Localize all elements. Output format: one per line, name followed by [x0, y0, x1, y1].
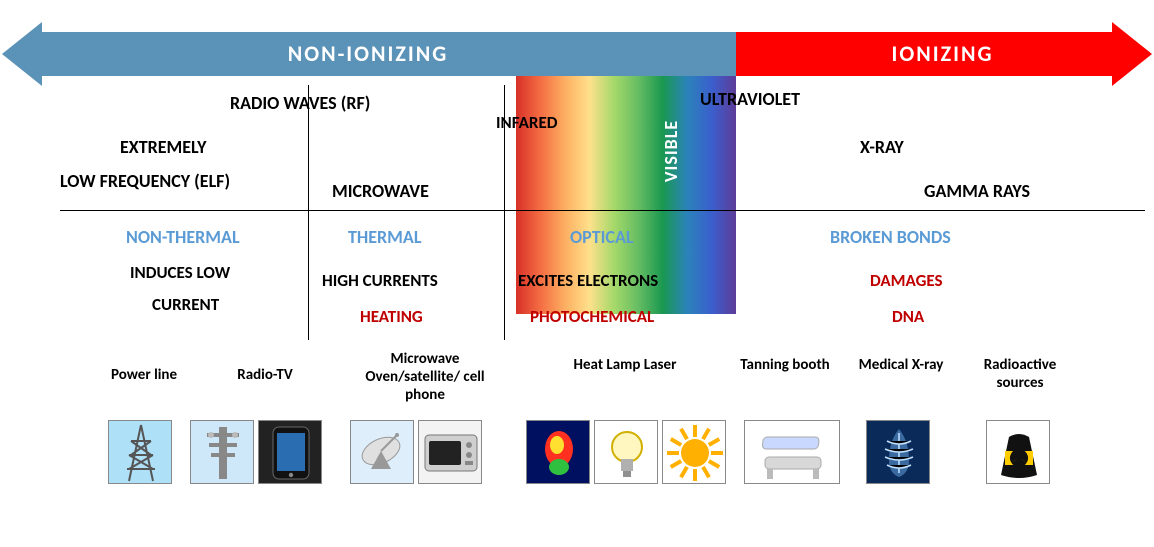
source-label-tanning: Tanning booth: [740, 356, 830, 374]
source-label-microwave: Microwave Oven/satellite/ cell phone: [360, 350, 490, 404]
label-excites: EXCITES ELECTRONS: [518, 270, 658, 291]
thumb-radio-tv-tower: [190, 420, 254, 484]
label-induces: INDUCES LOW: [130, 262, 230, 283]
thumb-radio-tv-phone: [258, 420, 322, 484]
label-damages: DAMAGES: [870, 270, 943, 291]
thumb-power-line-pylon: [108, 420, 172, 484]
thumb-radioactive-radiation: [986, 420, 1050, 484]
visible-label: VISIBLE: [660, 120, 682, 182]
thumb-heat-lamp-bulb: [594, 420, 658, 484]
source-label-radio-tv: Radio-TV: [220, 366, 310, 384]
label-xray: X-RAY: [860, 136, 904, 158]
source-label-xray-src: Medical X-ray: [856, 356, 946, 374]
label-ultraviolet: ULTRAVIOLET: [700, 88, 800, 110]
em-spectrum-diagram: NON-IONIZING IONIZING VISIBLE RADIO WAVE…: [0, 0, 1154, 547]
thumb-microwave-dish: [350, 420, 414, 484]
label-current: CURRENT: [152, 294, 219, 315]
source-label-radioactive: Radioactive sources: [965, 356, 1075, 392]
label-dna: DNA: [892, 306, 924, 327]
label-infared: INFARED: [496, 112, 557, 133]
label-thermal: THERMAL: [348, 226, 421, 248]
non-ionizing-label: NON-IONIZING: [0, 32, 736, 76]
label-optical: OPTICAL: [570, 226, 633, 248]
label-elf2: LOW FREQUENCY (ELF): [60, 170, 230, 192]
thumb-heat-lamp-sun: [662, 420, 726, 484]
label-high_currents: HIGH CURRENTS: [322, 270, 438, 291]
label-photochemical: PHOTOCHEMICAL: [530, 306, 654, 327]
thumb-xray-src-xray: [866, 420, 930, 484]
thumb-tanning-tanning: [744, 420, 840, 484]
horizontal-divider: [60, 210, 1145, 211]
label-non_thermal: NON-THERMAL: [126, 226, 240, 248]
ionizing-label: IONIZING: [736, 32, 1149, 76]
source-label-power-line: Power line: [94, 366, 194, 384]
label-microwave: MICROWAVE: [332, 180, 429, 202]
label-gamma: GAMMA RAYS: [924, 180, 1030, 202]
label-broken_bonds: BROKEN BONDS: [830, 226, 951, 248]
label-heating: HEATING: [360, 306, 423, 327]
source-label-heat-lamp: Heat Lamp Laser: [570, 356, 680, 374]
label-elf1: EXTREMELY: [120, 136, 206, 158]
thumb-heat-lamp-thermal: [526, 420, 590, 484]
label-radio_waves: RADIO WAVES (RF): [230, 92, 370, 114]
vertical-divider-1: [308, 85, 309, 340]
thumb-microwave-oven: [418, 420, 482, 484]
